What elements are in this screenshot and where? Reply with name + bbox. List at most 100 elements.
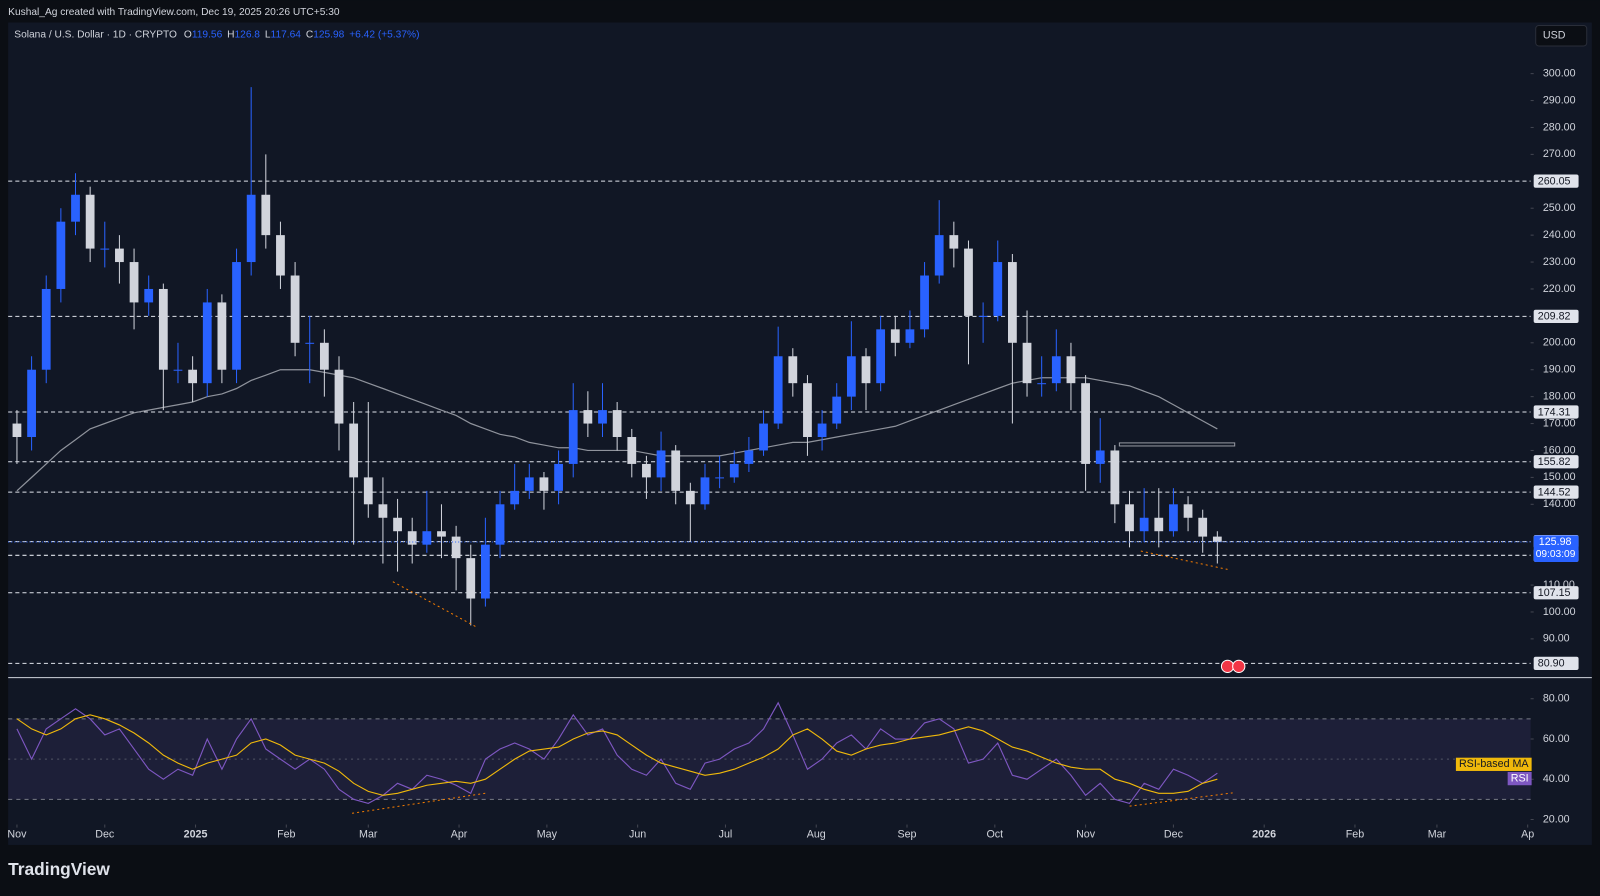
- candle-body: [598, 410, 607, 424]
- candle-body: [495, 504, 505, 545]
- ohlc-value: 119.56: [192, 29, 223, 40]
- candle-body: [217, 302, 227, 370]
- plot-layer: 90.00100.00110.00140.00150.00160.00170.0…: [7, 67, 1579, 841]
- candle-body: [1110, 450, 1120, 505]
- y-tick-label: 300.00: [1543, 67, 1576, 79]
- candle-body: [188, 369, 198, 384]
- x-tick-label: Feb: [277, 829, 295, 841]
- candle-body: [993, 262, 1003, 316]
- candle-body: [627, 437, 637, 464]
- candle-body: [685, 490, 695, 505]
- candle-body: [466, 558, 476, 599]
- y-tick-label: 150.00: [1543, 471, 1576, 483]
- countdown-label: 09:03:09: [1536, 549, 1576, 560]
- x-tick-label: Dec: [1164, 829, 1184, 841]
- candle-body: [349, 423, 359, 478]
- divergence-line: [392, 581, 478, 629]
- candle-body: [437, 531, 446, 537]
- candle-body: [56, 221, 66, 289]
- level-label: 260.05: [1538, 176, 1571, 188]
- candle-body: [290, 275, 300, 343]
- candle-body: [451, 536, 461, 559]
- x-tick-label: Jun: [629, 829, 646, 841]
- candle-body: [568, 410, 578, 464]
- x-tick-label: Feb: [1346, 829, 1364, 841]
- ohlc-value: 126.8: [234, 29, 260, 40]
- candle-body: [612, 410, 622, 438]
- rsi-y-tick-label: 80.00: [1543, 693, 1570, 705]
- candle-body: [539, 477, 549, 491]
- candle-body: [261, 194, 271, 236]
- candle-body: [12, 423, 22, 438]
- rsi-line: [16, 701, 1218, 805]
- credit: Kushal_Ag created with TradingView.com, …: [8, 7, 340, 18]
- candle-body: [934, 235, 944, 276]
- level-label: 107.15: [1538, 587, 1571, 599]
- x-tick-label: May: [537, 829, 558, 841]
- candle-body: [100, 248, 110, 250]
- candle-body: [1022, 342, 1032, 384]
- x-tick-label: 2025: [184, 829, 208, 841]
- candle-body: [276, 235, 285, 276]
- currency-label[interactable]: USD: [1543, 30, 1566, 42]
- ohlc-label: O: [184, 29, 192, 40]
- event-icon[interactable]: [1232, 659, 1246, 673]
- rsi-legend-box: [1455, 757, 1532, 771]
- last-price-label: 125.98: [1539, 536, 1572, 548]
- candle-body: [759, 423, 768, 451]
- candle-body: [1008, 262, 1017, 343]
- y-tick-label: 270.00: [1543, 148, 1576, 160]
- event-icon[interactable]: [1220, 659, 1235, 673]
- y-tick-label: 220.00: [1543, 283, 1576, 295]
- candle-body: [1198, 517, 1208, 537]
- candle-body: [846, 356, 856, 397]
- candle-body: [1183, 504, 1193, 518]
- level-label-box: [1533, 455, 1579, 469]
- candle-body: [85, 194, 95, 249]
- candle-body: [876, 329, 886, 384]
- rsi-line: [16, 714, 1218, 796]
- y-tick-label: 280.00: [1543, 121, 1576, 133]
- y-tick-label: 290.00: [1543, 94, 1576, 106]
- y-tick-label: 170.00: [1543, 417, 1576, 429]
- candle-body: [744, 450, 754, 464]
- currency-button[interactable]: [1535, 25, 1588, 47]
- divergence-line: [1129, 792, 1233, 807]
- candle-body: [378, 504, 388, 518]
- candle-body: [202, 302, 212, 384]
- candle-body: [861, 356, 871, 384]
- candle-body: [832, 396, 842, 424]
- x-tick-label: Nov: [7, 829, 27, 841]
- candle-body: [1066, 356, 1076, 384]
- candle-body: [71, 194, 80, 222]
- candle-body: [729, 463, 739, 478]
- candle-body: [949, 235, 959, 249]
- level-label-box: [1533, 586, 1579, 600]
- candle-body: [1169, 504, 1178, 532]
- candle-body: [773, 356, 783, 424]
- candle-body: [642, 463, 651, 478]
- candle-body: [1037, 383, 1047, 385]
- x-tick-label: Dec: [95, 829, 115, 841]
- level-label-box: [1533, 485, 1579, 499]
- candle-body: [817, 423, 827, 438]
- chart-panel: [8, 22, 1592, 845]
- y-tick-label: 240.00: [1543, 229, 1576, 241]
- ohlc-value: 117.64: [271, 29, 302, 40]
- y-tick-label: 180.00: [1543, 390, 1576, 402]
- candle-body: [1154, 517, 1164, 532]
- candle-body: [890, 329, 900, 343]
- level-label-box: [1533, 174, 1579, 188]
- x-tick-label: Mar: [359, 829, 378, 841]
- x-tick-label: 2026: [1252, 829, 1276, 841]
- ohlc-label: L: [265, 29, 271, 40]
- y-tick-label: 190.00: [1543, 364, 1576, 376]
- level-label: 155.82: [1538, 456, 1571, 468]
- y-tick-label: 200.00: [1543, 337, 1576, 349]
- candle-body: [115, 248, 124, 263]
- candle-body: [715, 477, 725, 479]
- level-label: 174.31: [1538, 406, 1571, 418]
- y-tick-label: 100.00: [1543, 606, 1576, 618]
- symbol: Solana / U.S. Dollar · 1D · CRYPTO: [14, 29, 177, 40]
